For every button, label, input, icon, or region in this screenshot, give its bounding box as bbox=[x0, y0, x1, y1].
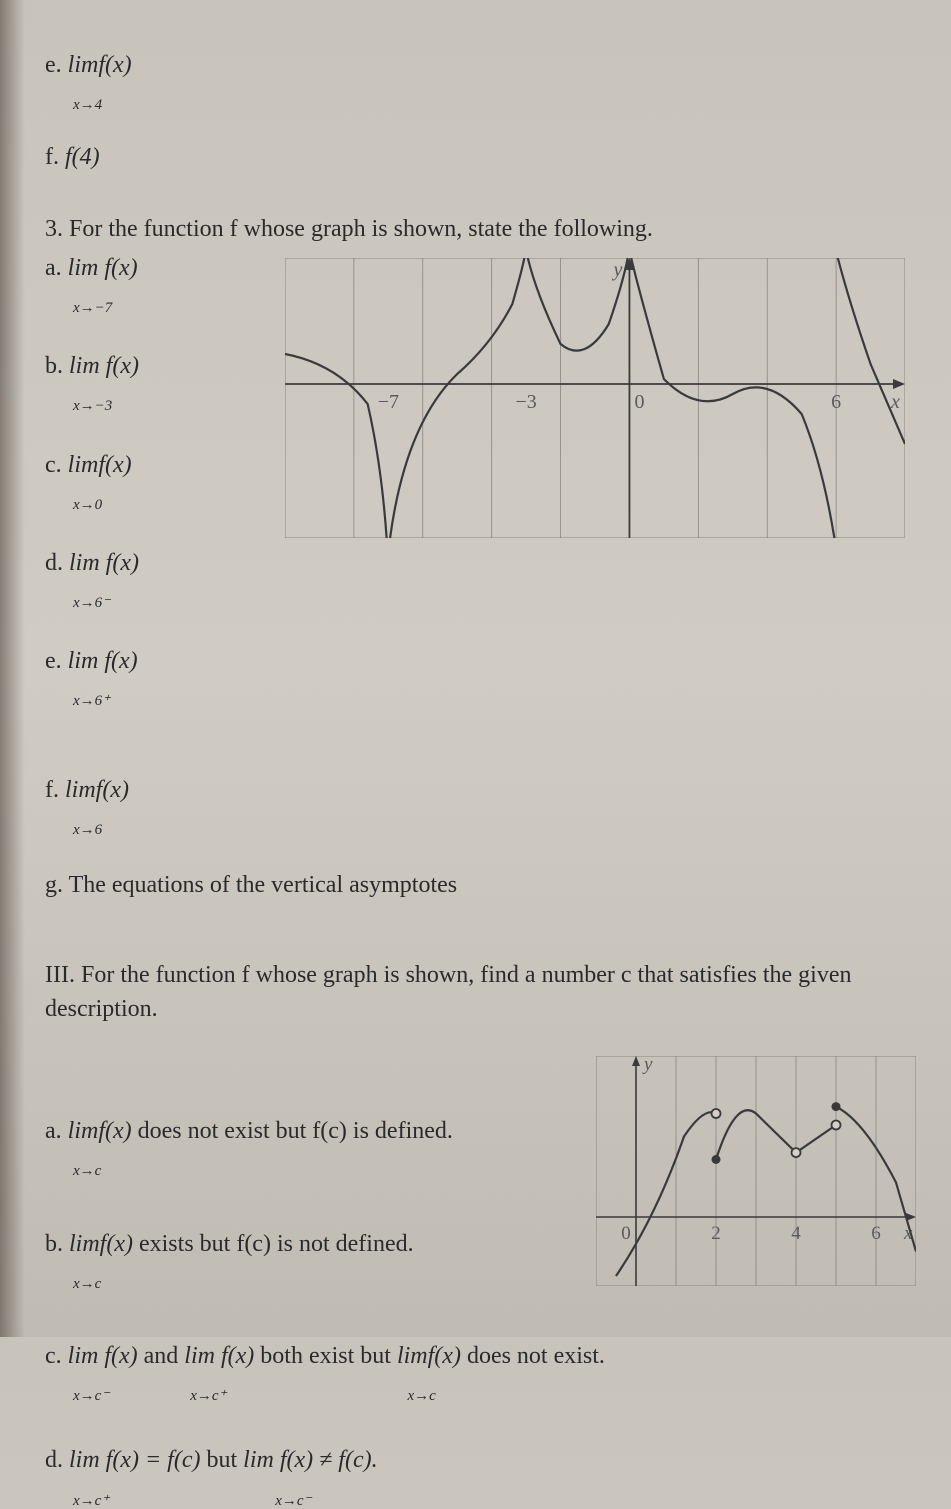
svg-text:0: 0 bbox=[634, 391, 644, 413]
sub: x→4 bbox=[73, 97, 102, 113]
svg-text:4: 4 bbox=[791, 1223, 801, 1244]
label: f. bbox=[45, 144, 59, 170]
svg-text:−7: −7 bbox=[378, 391, 399, 413]
q3-graph: −7 −3 0 6 y x bbox=[285, 253, 916, 745]
q3-a: a. lim f(x) x→−7 bbox=[45, 253, 285, 315]
fx: f(x) bbox=[98, 52, 131, 78]
svg-text:6: 6 bbox=[831, 391, 841, 413]
secIII-b: b. limf(x) exists but f(c) is not define… bbox=[45, 1229, 581, 1291]
svg-text:0: 0 bbox=[621, 1223, 631, 1244]
lim: lim bbox=[68, 52, 99, 78]
prev-item-e: e. limf(x) x→4 bbox=[45, 50, 916, 112]
secIII-graph: 0246yx bbox=[596, 1056, 916, 1299]
q3-header: 3. For the function f whose graph is sho… bbox=[45, 214, 916, 245]
svg-text:y: y bbox=[611, 259, 622, 281]
svg-text:x: x bbox=[890, 391, 900, 413]
q3-g: g. The equations of the vertical asympto… bbox=[45, 872, 916, 899]
q3-e: e. lim f(x) x→6⁺ bbox=[45, 646, 285, 708]
q3-d: d. lim f(x) x→6⁻ bbox=[45, 548, 285, 610]
secIII-d: d. lim f(x) = f(c) but lim f(x) ≠ f(c). … bbox=[45, 1445, 916, 1507]
secIII-a: a. limf(x) does not exist but f(c) is de… bbox=[45, 1116, 581, 1178]
expr: f(4) bbox=[65, 144, 100, 170]
svg-text:2: 2 bbox=[711, 1223, 721, 1244]
prev-item-f: f. f(4) bbox=[45, 142, 916, 173]
svg-text:−3: −3 bbox=[515, 391, 536, 413]
secIII-c: c. lim f(x) and lim f(x) both exist but … bbox=[45, 1341, 916, 1403]
q3-c: c. limf(x) x→0 bbox=[45, 450, 285, 512]
label: e. bbox=[45, 52, 62, 78]
q3-b: b. lim f(x) x→−3 bbox=[45, 351, 285, 413]
svg-text:y: y bbox=[642, 1056, 653, 1075]
svg-text:6: 6 bbox=[871, 1223, 881, 1244]
secIII-header: III. For the function f whose graph is s… bbox=[45, 959, 916, 1026]
q3-f: f. limf(x) x→6 bbox=[45, 775, 916, 837]
